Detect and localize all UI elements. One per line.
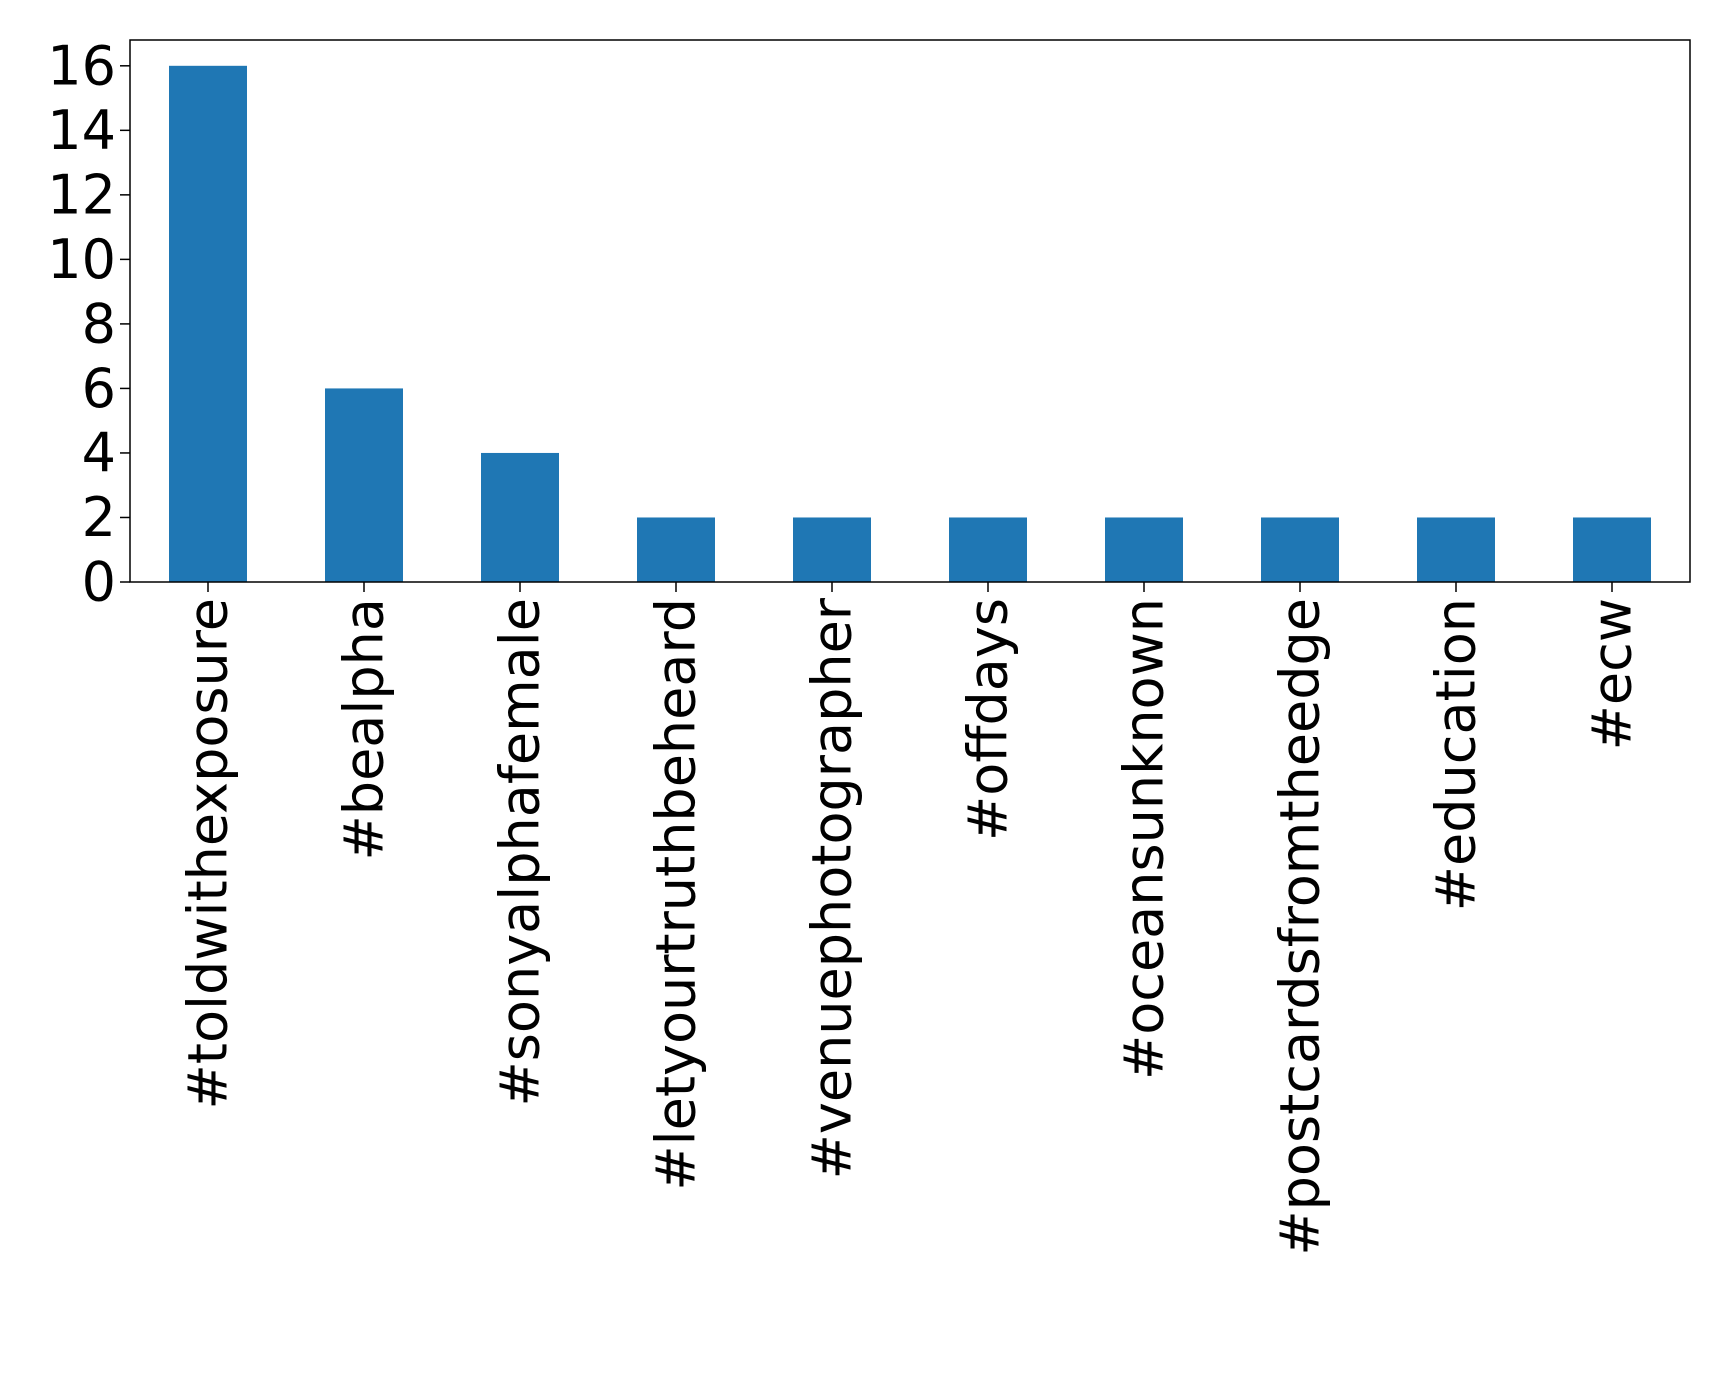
x-tick-label: #ecw xyxy=(1581,598,1644,750)
y-tick-label: 2 xyxy=(82,486,116,549)
bars-layer xyxy=(169,65,1651,583)
y-tick-label: 4 xyxy=(82,421,116,484)
x-tick-label: #toldwithexposure xyxy=(177,598,240,1109)
bar-2 xyxy=(325,388,403,582)
x-tick-label: #sonyalphafemale xyxy=(489,598,552,1106)
y-tick-label: 14 xyxy=(47,99,116,162)
y-tick-label: 16 xyxy=(47,34,116,97)
y-tick-label: 12 xyxy=(47,163,116,226)
bar-4 xyxy=(637,517,715,582)
x-axis: #toldwithexposure #bealpha #sonyalphafemal… xyxy=(177,582,1644,1256)
bar-10 xyxy=(1573,517,1651,582)
plot-frame xyxy=(129,39,1691,583)
y-tick-label: 8 xyxy=(82,292,116,355)
bar-9 xyxy=(1417,517,1495,582)
bar-8 xyxy=(1261,517,1339,582)
x-tick-label: #education xyxy=(1425,598,1488,911)
y-tick-label: 0 xyxy=(82,551,116,614)
x-tick-label: #letyourtruthbeheard xyxy=(645,598,708,1191)
x-tick-label: #bealpha xyxy=(333,598,396,860)
bar-1 xyxy=(169,65,247,583)
y-tick-label: 10 xyxy=(47,228,116,291)
x-tick-label: #venuephotographer xyxy=(801,597,864,1179)
bar-7 xyxy=(1105,517,1183,582)
bar-5 xyxy=(793,517,871,582)
x-tick-label: #offdays xyxy=(957,598,1020,841)
y-tick-label: 6 xyxy=(82,357,116,420)
x-tick-label: #postcardsfromtheedge xyxy=(1269,598,1332,1256)
bar-6 xyxy=(949,517,1027,582)
bar-3 xyxy=(481,452,559,582)
x-tick-label: #oceansunknown xyxy=(1113,598,1176,1080)
